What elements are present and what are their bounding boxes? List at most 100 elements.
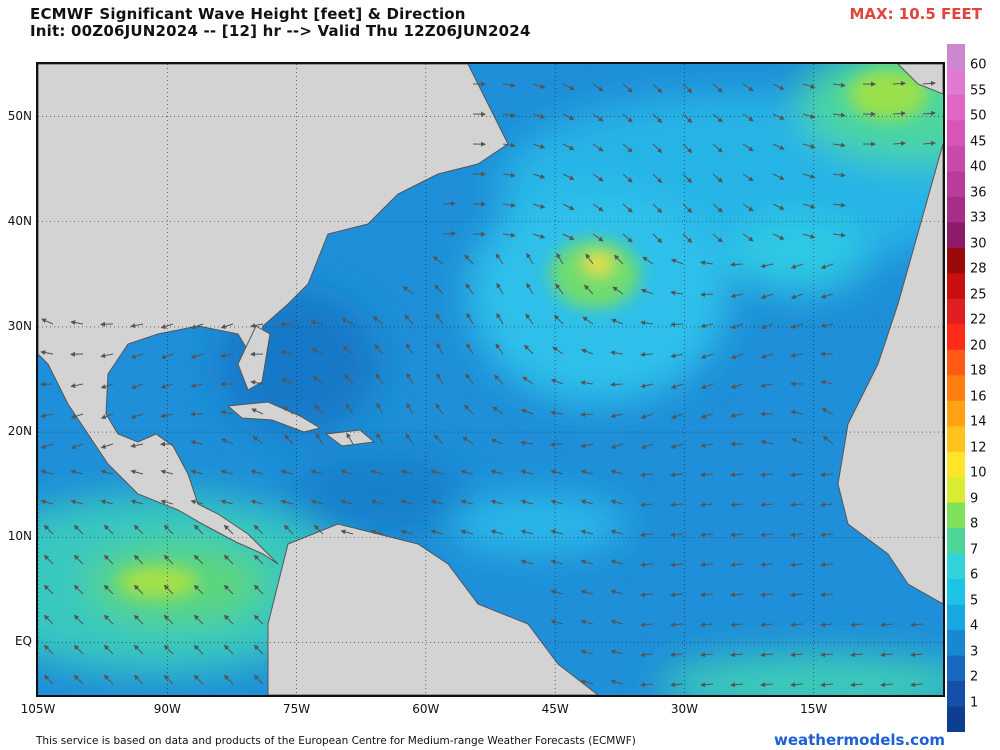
- direction-arrow: [712, 203, 723, 213]
- direction-arrow: [282, 406, 294, 415]
- direction-arrow: [580, 649, 594, 655]
- direction-arrow: [43, 554, 54, 565]
- direction-arrow: [610, 443, 624, 449]
- direction-arrow: [70, 413, 84, 419]
- direction-arrow: [502, 232, 516, 238]
- direction-arrow: [700, 292, 714, 297]
- direction-arrow: [892, 110, 906, 116]
- lon-label: 90W: [153, 702, 181, 716]
- colorbar-segment: [947, 94, 965, 121]
- direction-arrow: [910, 682, 924, 688]
- direction-arrow: [742, 203, 754, 212]
- land-masses: [38, 64, 943, 695]
- direction-arrow: [492, 406, 504, 415]
- direction-arrow: [520, 499, 534, 505]
- colorbar-segment: [947, 44, 965, 70]
- direction-arrow: [133, 524, 144, 535]
- direction-arrow: [400, 529, 414, 535]
- direction-arrow: [790, 323, 804, 329]
- colorbar-label: 10: [970, 465, 987, 481]
- brand-link[interactable]: weathermodels.com: [773, 731, 945, 749]
- direction-arrow: [670, 353, 684, 359]
- direction-arrow: [682, 233, 693, 244]
- direction-arrow: [432, 256, 444, 265]
- direction-arrow: [520, 408, 534, 415]
- direction-arrow: [253, 614, 264, 625]
- direction-arrow: [520, 440, 534, 446]
- direction-arrow: [730, 502, 744, 508]
- direction-arrow: [133, 584, 144, 595]
- direction-arrow: [310, 499, 324, 505]
- direction-arrow: [163, 614, 174, 625]
- direction-arrow: [790, 592, 804, 598]
- greenland-tip: [897, 64, 943, 95]
- direction-arrow: [250, 323, 264, 329]
- direction-arrow: [253, 524, 264, 535]
- direction-arrow: [163, 674, 174, 685]
- direction-arrow: [610, 318, 624, 325]
- direction-arrow: [502, 112, 516, 118]
- direction-arrow: [682, 113, 693, 124]
- direction-arrow: [640, 472, 654, 478]
- direction-arrow: [580, 412, 594, 417]
- direction-arrow: [742, 83, 754, 92]
- direction-arrow: [283, 524, 294, 535]
- direction-arrow: [772, 143, 785, 150]
- direction-arrow: [592, 173, 604, 182]
- map-title: ECMWF Significant Wave Height [feet] & D…: [30, 5, 466, 23]
- direction-arrow: [221, 438, 234, 445]
- direction-arrow: [133, 614, 144, 625]
- direction-arrow: [370, 499, 384, 505]
- direction-arrow: [832, 112, 846, 118]
- lon-label: 75W: [282, 702, 311, 716]
- direction-arrow: [760, 622, 774, 628]
- direction-arrow: [670, 290, 684, 296]
- africa-europe: [837, 143, 943, 605]
- direction-arrow: [652, 83, 663, 94]
- direction-arrow: [610, 499, 624, 505]
- direction-arrow: [760, 263, 774, 269]
- direction-arrow: [463, 404, 474, 415]
- direction-arrow: [40, 499, 54, 505]
- lat-label: 30N: [7, 318, 32, 333]
- direction-arrow: [622, 173, 633, 183]
- colorbar-label: 45: [970, 134, 987, 150]
- direction-arrow: [406, 402, 414, 415]
- direction-arrow: [552, 346, 564, 355]
- direction-arrow: [562, 233, 575, 240]
- lon-label: 60W: [412, 702, 440, 716]
- direction-arrow: [730, 532, 744, 538]
- direction-arrow: [892, 80, 906, 86]
- direction-arrow: [760, 472, 774, 478]
- direction-arrow: [730, 262, 744, 267]
- direction-arrow: [280, 469, 294, 475]
- colorbar-segment: [947, 120, 965, 147]
- direction-arrow: [802, 113, 816, 119]
- direction-arrow: [436, 372, 444, 385]
- direction-arrow: [430, 469, 444, 475]
- direction-arrow: [910, 622, 924, 628]
- direction-arrow: [532, 83, 546, 89]
- direction-arrow: [610, 413, 624, 419]
- direction-arrow: [670, 622, 684, 628]
- map-panel[interactable]: [36, 62, 945, 697]
- direction-arrow: [460, 469, 474, 475]
- direction-arrow: [311, 348, 324, 355]
- direction-arrow: [310, 469, 324, 475]
- direction-arrow: [130, 353, 144, 359]
- direction-arrow: [400, 469, 414, 475]
- colorbar-segment: [947, 349, 965, 376]
- direction-arrow: [550, 619, 564, 625]
- direction-arrow: [532, 203, 546, 209]
- direction-arrow: [613, 254, 624, 265]
- direction-arrow: [41, 318, 54, 325]
- direction-arrow: [580, 348, 594, 355]
- direction-arrow: [622, 203, 633, 213]
- direction-arrow: [376, 402, 384, 415]
- direction-arrow: [640, 502, 654, 508]
- lon-label: 105W: [20, 702, 56, 716]
- direction-arrow: [712, 143, 723, 153]
- direction-arrow: [640, 413, 654, 419]
- direction-arrow: [372, 316, 384, 325]
- direction-arrow: [652, 143, 663, 154]
